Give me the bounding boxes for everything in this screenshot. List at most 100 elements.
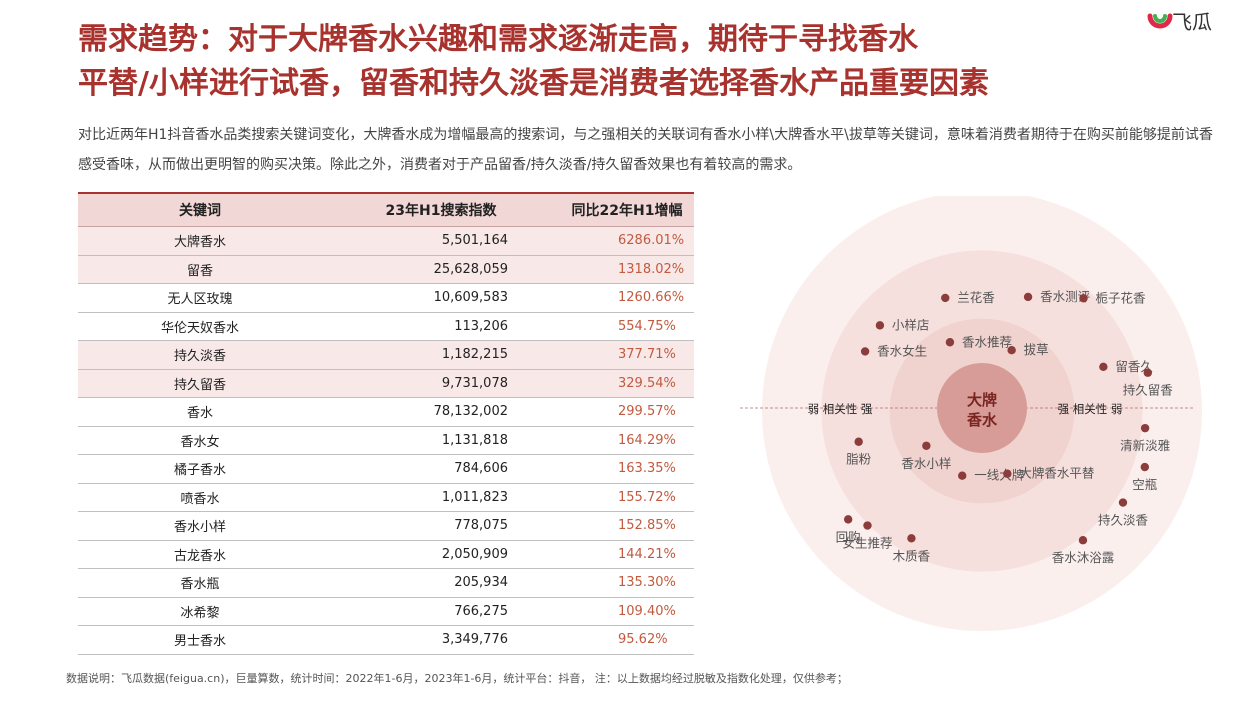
keyword-dot: [860, 347, 870, 356]
keyword-label: 香水沐浴露: [1052, 550, 1115, 565]
keyword-cell: 华伦天奴香水: [78, 312, 322, 341]
keyword-cell: 留香: [78, 255, 322, 284]
table-row: 喷香水 1,011,823 155.72%: [78, 483, 694, 512]
search-index-cell: 784,606: [322, 454, 560, 484]
column-header-1: 23年H1搜索指数: [322, 192, 560, 227]
growth-cell: 163.35%: [560, 454, 694, 484]
keyword-association-chart: 大牌香水弱 相关性 强强 相关性 弱兰花香 香水测评 栀子花香小样店香水推荐拔草香水…: [740, 196, 1202, 631]
keyword-label: 清新淡雅: [1120, 438, 1170, 453]
table-row: 香水小样 778,075 152.85%: [78, 511, 694, 541]
growth-cell: 6286.01%: [560, 226, 694, 256]
keyword-label: 栀子花香: [1096, 290, 1147, 305]
title-line-1: 需求趋势：对于大牌香水兴趣和需求逐渐走高，期待于寻找香水: [78, 22, 918, 57]
feigua-logo-icon: [1147, 13, 1173, 29]
keyword-dot: [854, 437, 863, 446]
keyword-label: 一线大牌: [974, 468, 1024, 483]
column-header-0: 关键词: [78, 192, 322, 227]
center-label-line: 大牌: [967, 391, 997, 409]
search-index-cell: 766,275: [322, 597, 560, 626]
keyword-dot: [1003, 469, 1012, 478]
keyword-dot: [1007, 345, 1016, 355]
keyword-dot: [1118, 498, 1128, 507]
search-index-cell: 78,132,002: [322, 397, 560, 427]
keyword-label: 回购: [836, 529, 861, 544]
keyword-dot: [958, 471, 967, 480]
growth-cell: 1260.66%: [560, 283, 694, 313]
table-header-row: 关键词 23年H1搜索指数 同比22年H1增幅: [78, 192, 694, 227]
table-row: 大牌香水 5,501,164 6286.01%: [78, 226, 694, 256]
search-index-cell: 113,206: [322, 312, 560, 341]
search-index-cell: 3,349,776: [322, 625, 560, 655]
keyword-dot: [907, 534, 916, 543]
table-row: 香水瓶 205,934 135.30%: [78, 568, 694, 598]
brand-name: 飞瓜: [1172, 10, 1212, 34]
keyword-label: 大牌香水平替: [1019, 466, 1095, 481]
growth-cell: 329.54%: [560, 369, 694, 398]
table-row: 香水 78,132,002 299.57%: [78, 397, 694, 427]
keyword-cell: 男士香水: [78, 625, 322, 655]
search-index-cell: 5,501,164: [322, 226, 560, 256]
keyword-label: 木质香: [893, 548, 931, 563]
growth-cell: 109.40%: [560, 597, 694, 626]
growth-cell: 144.21%: [560, 540, 694, 569]
keyword-cell: 香水小样: [78, 511, 322, 541]
table-row: 持久留香 9,731,078 329.54%: [78, 369, 694, 398]
search-index-cell: 1,182,215: [322, 340, 560, 370]
keyword-cell: 冰希黎: [78, 597, 322, 626]
keyword-cell: 香水女: [78, 426, 322, 455]
keyword-dot: [945, 338, 955, 347]
center-label-line: 香水: [967, 411, 998, 429]
search-index-cell: 9,731,078: [322, 369, 560, 398]
center-circle: [937, 363, 1027, 453]
brand-logo: [1147, 13, 1173, 29]
keyword-cell: 橘子香水: [78, 454, 322, 484]
keyword-label: 持久留香: [1123, 383, 1174, 398]
page-title: 需求趋势：对于大牌香水兴趣和需求逐渐走高，期待于寻找香水 平替/小样进行试香，留…: [78, 18, 1138, 106]
keyword-label: 脂粉: [846, 452, 872, 467]
footnote: 数据说明：飞瓜数据(feigua.cn)，巨量算数，统计时间：2022年1-6月…: [66, 672, 848, 685]
keyword-dot: [875, 321, 885, 330]
keyword-dot: [1099, 362, 1108, 372]
keyword-dot: [843, 515, 853, 524]
keyword-cell: 无人区玫瑰: [78, 283, 322, 313]
table-row: 留香 25,628,059 1318.02%: [78, 255, 694, 284]
table-row: 持久淡香 1,182,215 377.71%: [78, 340, 694, 370]
growth-cell: 135.30%: [560, 568, 694, 598]
growth-cell: 299.57%: [560, 397, 694, 427]
search-index-cell: 10,609,583: [322, 283, 560, 313]
keyword-cell: 持久留香: [78, 369, 322, 398]
table-row: 华伦天奴香水 113,206 554.75%: [78, 312, 694, 341]
keyword-cell: 古龙香水: [78, 540, 322, 569]
growth-cell: 377.71%: [560, 340, 694, 370]
growth-cell: 155.72%: [560, 483, 694, 512]
search-index-cell: 25,628,059: [322, 255, 560, 284]
growth-cell: 164.29%: [560, 426, 694, 455]
keyword-table: 关键词 23年H1搜索指数 同比22年H1增幅 大牌香水 5,501,164 6286.…: [78, 192, 694, 655]
keyword-label: 空瓶: [1132, 477, 1157, 492]
keyword-label: 香水推荐: [962, 334, 1012, 349]
table-row: 冰希黎 766,275 109.40%: [78, 597, 694, 626]
keyword-dot: [922, 441, 931, 450]
keyword-cell: 大牌香水: [78, 226, 322, 256]
keyword-dot: [1140, 462, 1150, 472]
keyword-cell: 香水瓶: [78, 568, 322, 598]
title-line-2: 平替/小样进行试香，留香和持久淡香是消费者选择香水产品重要因素: [78, 66, 989, 101]
growth-cell: 95.62%: [560, 625, 694, 655]
table-row: 男士香水 3,349,776 95.62%: [78, 625, 694, 655]
keyword-label: 香水女生: [877, 343, 927, 358]
search-index-cell: 2,050,909: [322, 540, 560, 569]
keyword-label: 香水测评: [1040, 289, 1090, 304]
table-row: 橘子香水 784,606 163.35%: [78, 454, 694, 484]
table-row: 无人区玫瑰 10,609,583 1260.66%: [78, 283, 694, 313]
keyword-label: 持久淡香: [1098, 513, 1149, 528]
column-header-2: 同比22年H1增幅: [560, 192, 694, 227]
keyword-label: 女生推荐: [842, 536, 892, 551]
left-axis-label: 弱 相关性 强: [808, 402, 873, 416]
right-axis-label: 强 相关性 弱: [1058, 402, 1123, 416]
keyword-dot: [1079, 294, 1088, 303]
search-index-cell: 778,075: [322, 511, 560, 541]
growth-cell: 554.75%: [560, 312, 694, 341]
keyword-dot: [1143, 368, 1152, 377]
keyword-dot: [1078, 536, 1088, 545]
search-index-cell: 1,131,818: [322, 426, 560, 455]
